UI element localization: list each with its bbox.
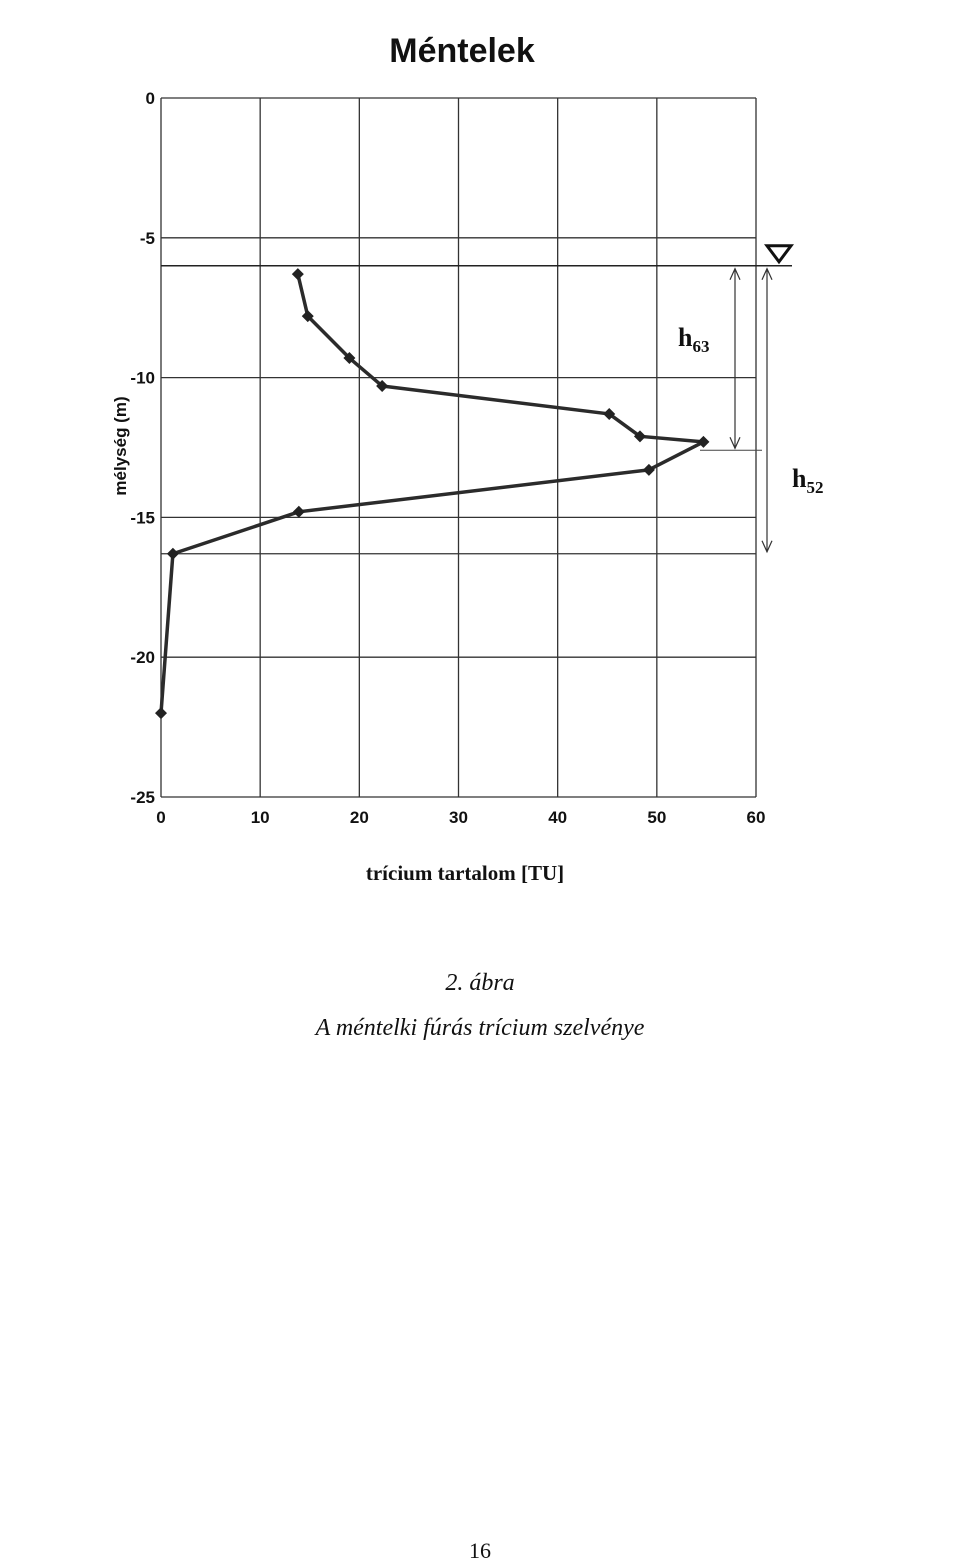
data-point-marker <box>291 268 304 281</box>
data-point-marker <box>633 430 646 443</box>
y-tick-label: -20 <box>130 648 155 667</box>
data-point-marker <box>376 379 389 392</box>
x-tick-label: 40 <box>548 808 567 827</box>
data-point-marker <box>155 707 167 720</box>
data-point-marker <box>292 505 305 518</box>
series-group <box>155 268 710 720</box>
annotations: h63 h52 <box>678 244 823 554</box>
figure-label: 2. ábra <box>445 970 515 996</box>
x-tick-label: 50 <box>647 808 666 827</box>
data-point-marker <box>343 352 356 365</box>
h52-arrow-head-bottom <box>761 540 773 554</box>
y-tick-label: -5 <box>140 229 155 248</box>
y-tick-label: -15 <box>130 508 155 527</box>
axis-ticks: 0 10 20 30 40 50 60 0 -5 -10 -15 -20 -25 <box>130 89 765 827</box>
h52-arrow-head-top <box>761 267 773 281</box>
data-point-marker <box>697 435 710 448</box>
tritium-depth-chart: Méntelek 0 10 20 30 40 50 60 0 -5 -10 -15 -20 -25 mé… <box>111 32 823 885</box>
chart-title: Méntelek <box>389 32 535 70</box>
h63-label: h63 <box>678 323 709 356</box>
x-tick-label: 20 <box>350 808 369 827</box>
page-number: 16 <box>469 1538 491 1563</box>
water-table-icon <box>764 244 794 265</box>
x-tick-label: 0 <box>156 808 165 827</box>
reference-lines <box>161 264 792 555</box>
x-tick-label: 30 <box>449 808 468 827</box>
data-point-marker <box>642 463 655 476</box>
chart-grid <box>160 97 757 798</box>
data-point-marker <box>603 407 616 420</box>
figure-caption: A méntelki fúrás trícium szelvénye <box>315 1015 645 1041</box>
x-tick-label: 10 <box>251 808 270 827</box>
x-axis-label: trícium tartalom [TU] <box>366 861 564 885</box>
series-line <box>159 273 706 714</box>
y-tick-label: -25 <box>130 788 155 807</box>
y-tick-label: 0 <box>146 89 155 108</box>
h63-arrow-head-top <box>729 267 741 281</box>
y-tick-label: -10 <box>130 369 155 388</box>
x-tick-label: 60 <box>747 808 766 827</box>
h63-arrow-head-bottom <box>729 437 741 450</box>
y-axis-label: mélység (m) <box>111 396 130 495</box>
data-point-marker <box>301 310 314 323</box>
h52-label: h52 <box>792 464 823 497</box>
data-point-marker <box>166 547 179 560</box>
